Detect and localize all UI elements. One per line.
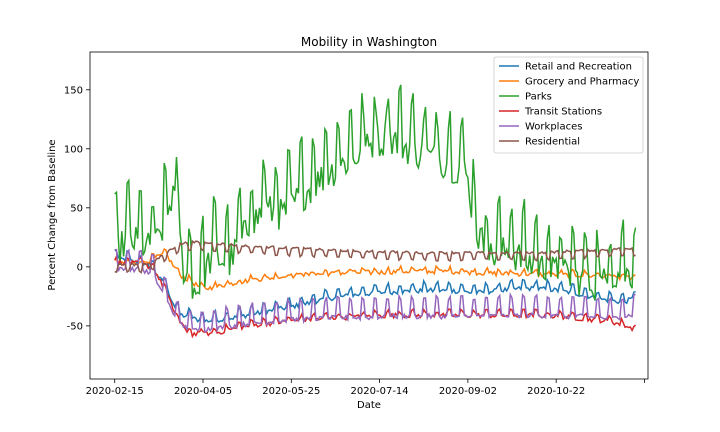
y-tick-label: 150 xyxy=(64,85,83,96)
y-tick-label: 100 xyxy=(64,144,83,155)
legend-label: Grocery and Pharmacy xyxy=(525,77,639,88)
y-tick-label: -50 xyxy=(67,321,83,332)
series-line-parks xyxy=(114,84,637,301)
y-tick-label: 50 xyxy=(70,203,83,214)
chart-title: Mobility in Washington xyxy=(301,35,437,49)
x-tick-label: 2020-04-05 xyxy=(174,386,232,397)
series-line-grocery-and-pharmacy xyxy=(114,247,636,292)
legend-label: Residential xyxy=(525,137,580,148)
series-line-transit-stations xyxy=(114,254,637,339)
x-tick-label: 2020-07-14 xyxy=(351,386,409,397)
x-axis-label: Date xyxy=(357,400,381,411)
legend-label: Parks xyxy=(525,92,552,103)
x-tick-label: 2020-02-15 xyxy=(86,386,144,397)
plot-frame xyxy=(89,51,649,380)
y-axis-label: Percent Change from Baseline xyxy=(47,139,58,290)
series-line-workplaces xyxy=(114,248,636,333)
x-tick-label: 2020-05-25 xyxy=(262,386,320,397)
y-tick-label: 0 xyxy=(77,262,83,273)
legend-label: Transit Stations xyxy=(524,107,602,118)
x-tick-label: 2020-10-22 xyxy=(527,386,585,397)
x-tick-label: 2020-09-02 xyxy=(439,386,497,397)
series-layer xyxy=(114,84,637,339)
legend-label: Retail and Recreation xyxy=(525,62,632,73)
series-line-residential xyxy=(114,239,636,274)
legend: Retail and Recreation Grocery and Pharmac… xyxy=(493,56,644,154)
legend-label: Workplaces xyxy=(525,122,582,133)
legend-box xyxy=(493,56,644,154)
axes-layer: -50 0 50 100 150 2020-02-15 2020-04-05 2020-05-… xyxy=(64,51,649,397)
